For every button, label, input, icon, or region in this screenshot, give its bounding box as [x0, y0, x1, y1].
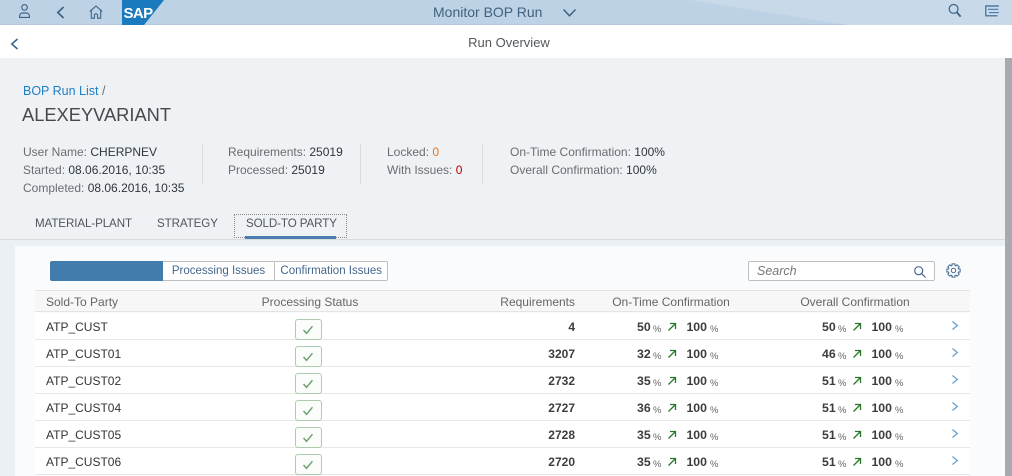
svg-text:SAP: SAP	[124, 5, 154, 22]
